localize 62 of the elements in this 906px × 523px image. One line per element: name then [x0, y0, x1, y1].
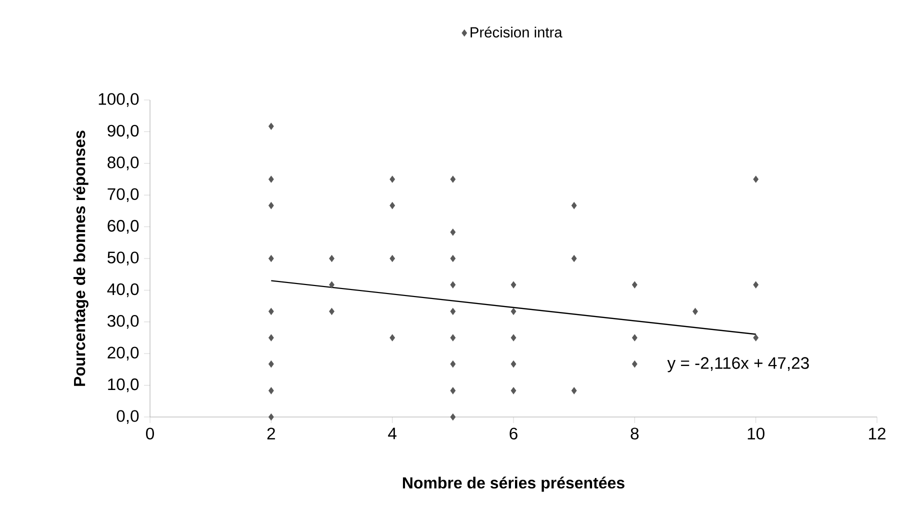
x-tick-label: 12 [869, 428, 886, 440]
point [390, 202, 396, 210]
legend-label: Précision intra [470, 26, 562, 38]
point [329, 281, 334, 288]
point [510, 360, 516, 368]
point [571, 255, 577, 262]
x-tick-label: 8 [630, 428, 639, 440]
point [510, 334, 516, 342]
point [268, 308, 274, 315]
point [450, 176, 456, 183]
point [450, 308, 456, 315]
y-tick-label: 50,0 [108, 252, 139, 266]
y-tick-label: 60,0 [108, 220, 139, 234]
point [450, 281, 456, 288]
x-tick-label: 4 [388, 428, 396, 440]
point [753, 281, 759, 288]
point [268, 122, 274, 130]
point [450, 334, 456, 342]
point [753, 176, 759, 183]
x-tick-label: 6 [510, 428, 518, 440]
x-tick-label: 0 [146, 428, 154, 440]
y-tick-label: 10,0 [108, 378, 139, 392]
point [450, 228, 456, 236]
point [450, 255, 456, 262]
point [268, 255, 274, 262]
point [390, 255, 396, 262]
point [450, 360, 456, 368]
x-tick-label: 10 [748, 428, 764, 440]
point [571, 202, 577, 210]
point [268, 414, 274, 420]
point [390, 176, 396, 183]
y-tick-label: 30,0 [107, 315, 139, 329]
point [329, 308, 334, 315]
y-tick-label: 90,0 [108, 124, 139, 139]
y-tick-label: 80,0 [108, 156, 139, 170]
y-tick-label: 100,0 [98, 93, 139, 107]
y-tick-label: 0,0 [116, 410, 139, 424]
point [510, 281, 516, 288]
point [268, 202, 274, 210]
point [390, 334, 396, 342]
y-axis-title: Pourcentage de bonnes réponses [73, 130, 88, 386]
point [510, 308, 516, 315]
point [450, 387, 456, 394]
x-tick-label: 2 [267, 428, 275, 440]
point [268, 334, 274, 342]
point [692, 308, 698, 315]
y-tick-label: 20,0 [108, 346, 139, 360]
point [268, 360, 274, 368]
y-tick-label: 70,0 [108, 188, 139, 202]
point [510, 387, 516, 394]
annotation: y = -2,116x + 47,23 [667, 357, 809, 372]
point [571, 387, 577, 394]
x-axis-title: Nombre de séries présentées [402, 476, 624, 492]
point [268, 387, 274, 394]
y-tick-label: 40,0 [107, 283, 139, 298]
point [450, 414, 456, 420]
point [753, 334, 759, 342]
point [632, 334, 638, 342]
point [268, 176, 274, 183]
point [329, 255, 334, 262]
point [632, 281, 638, 288]
point [632, 360, 638, 368]
